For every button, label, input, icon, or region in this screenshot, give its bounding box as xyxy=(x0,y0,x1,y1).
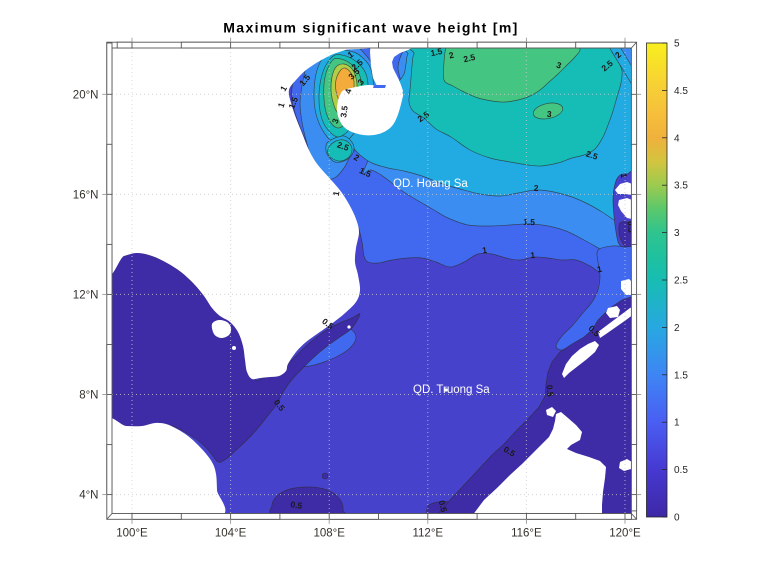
svg-text:1: 1 xyxy=(482,245,488,256)
svg-text:5: 5 xyxy=(674,39,680,50)
svg-text:2: 2 xyxy=(448,50,455,61)
svg-text:2.5: 2.5 xyxy=(585,149,600,162)
svg-text:0.5: 0.5 xyxy=(544,384,555,397)
svg-text:16°N: 16°N xyxy=(73,190,99,202)
svg-text:20°N: 20°N xyxy=(73,89,99,101)
svg-text:2: 2 xyxy=(534,183,540,193)
svg-text:3: 3 xyxy=(546,109,552,119)
svg-text:1: 1 xyxy=(345,49,355,60)
svg-text:4°N: 4°N xyxy=(79,490,98,502)
svg-text:112°E: 112°E xyxy=(412,527,443,539)
svg-text:3: 3 xyxy=(330,117,341,125)
svg-text:4: 4 xyxy=(343,87,354,94)
svg-text:120°E: 120°E xyxy=(609,527,641,539)
svg-text:108°E: 108°E xyxy=(313,527,345,539)
svg-text:1.5: 1.5 xyxy=(674,370,688,381)
svg-text:1: 1 xyxy=(278,84,289,93)
svg-text:2.5: 2.5 xyxy=(674,276,688,287)
svg-text:0: 0 xyxy=(674,513,680,524)
svg-text:2.5: 2.5 xyxy=(462,52,476,65)
svg-text:2: 2 xyxy=(352,152,361,163)
svg-text:100°E: 100°E xyxy=(116,527,148,539)
svg-text:3: 3 xyxy=(355,77,366,87)
svg-text:3.5: 3.5 xyxy=(338,105,350,118)
svg-text:1: 1 xyxy=(619,173,629,179)
svg-text:1.5: 1.5 xyxy=(430,46,444,58)
svg-text:1: 1 xyxy=(596,264,603,275)
svg-text:1: 1 xyxy=(276,101,287,109)
svg-text:3: 3 xyxy=(674,228,680,239)
svg-text:QD. Hoang Sa: QD. Hoang Sa xyxy=(393,178,468,190)
svg-text:2: 2 xyxy=(613,49,623,60)
svg-text:Maximum significant wave heigh: Maximum significant wave height [m] xyxy=(223,20,518,36)
svg-text:8°N: 8°N xyxy=(79,390,98,402)
svg-text:1.5: 1.5 xyxy=(358,165,373,179)
svg-text:1.5: 1.5 xyxy=(286,95,300,110)
svg-text:116°E: 116°E xyxy=(511,527,542,539)
svg-text:1.5: 1.5 xyxy=(523,217,535,227)
svg-text:1: 1 xyxy=(331,190,342,197)
svg-text:12°N: 12°N xyxy=(73,290,99,302)
svg-text:4.5: 4.5 xyxy=(674,86,688,97)
svg-text:0.5: 0.5 xyxy=(437,499,450,513)
svg-text:3: 3 xyxy=(555,60,563,71)
svg-text:3.5: 3.5 xyxy=(674,181,688,192)
svg-text:1: 1 xyxy=(530,250,536,260)
svg-text:4: 4 xyxy=(674,133,680,144)
svg-text:0.5: 0.5 xyxy=(290,499,303,511)
svg-text:2: 2 xyxy=(674,323,680,334)
svg-text:104°E: 104°E xyxy=(215,527,247,539)
svg-text:2.5: 2.5 xyxy=(336,139,351,153)
svg-text:0.5: 0.5 xyxy=(674,465,688,476)
svg-text:QD. Truong Sa: QD. Truong Sa xyxy=(413,384,490,396)
svg-text:0.5: 0.5 xyxy=(625,220,636,233)
svg-text:1: 1 xyxy=(674,418,680,429)
